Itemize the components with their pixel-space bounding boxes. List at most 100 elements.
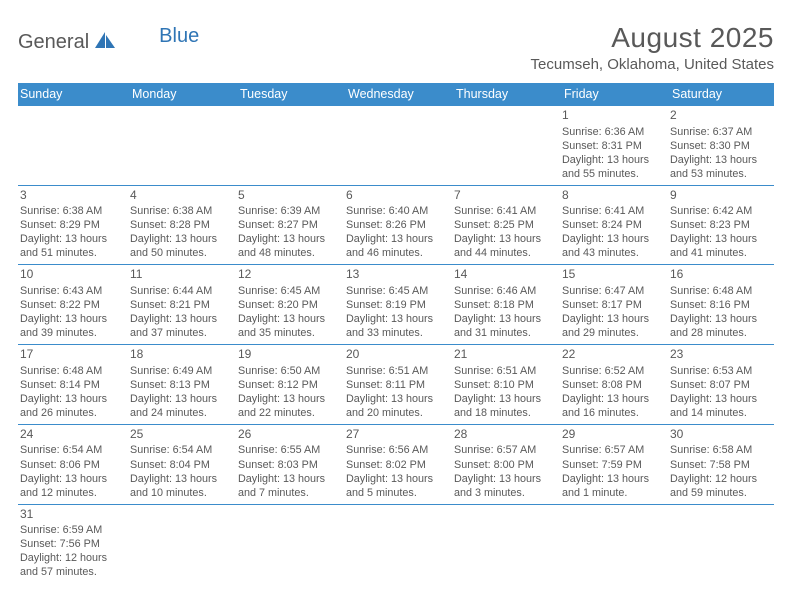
- sunrise-text: Sunrise: 6:46 AM: [454, 284, 554, 298]
- day-number: 1: [562, 108, 662, 124]
- day-number: 20: [346, 347, 446, 363]
- daylight-text: Daylight: 13 hours: [562, 232, 662, 246]
- daylight-text: and 16 minutes.: [562, 406, 662, 420]
- calendar-day-cell: 11Sunrise: 6:44 AMSunset: 8:21 PMDayligh…: [126, 265, 234, 345]
- calendar-day-cell: [666, 504, 774, 583]
- sunrise-text: Sunrise: 6:52 AM: [562, 364, 662, 378]
- sunrise-text: Sunrise: 6:57 AM: [562, 443, 662, 457]
- sunrise-text: Sunrise: 6:55 AM: [238, 443, 338, 457]
- day-number: 19: [238, 347, 338, 363]
- sunrise-text: Sunrise: 6:54 AM: [20, 443, 122, 457]
- sunrise-text: Sunrise: 6:53 AM: [670, 364, 770, 378]
- calendar-day-cell: 15Sunrise: 6:47 AMSunset: 8:17 PMDayligh…: [558, 265, 666, 345]
- daylight-text: and 28 minutes.: [670, 326, 770, 340]
- calendar-day-cell: 12Sunrise: 6:45 AMSunset: 8:20 PMDayligh…: [234, 265, 342, 345]
- day-number: 12: [238, 267, 338, 283]
- sunrise-text: Sunrise: 6:41 AM: [562, 204, 662, 218]
- day-header: Sunday: [18, 83, 126, 106]
- calendar-day-cell: 14Sunrise: 6:46 AMSunset: 8:18 PMDayligh…: [450, 265, 558, 345]
- sunset-text: Sunset: 8:18 PM: [454, 298, 554, 312]
- daylight-text: Daylight: 13 hours: [346, 472, 446, 486]
- sunrise-text: Sunrise: 6:48 AM: [20, 364, 122, 378]
- sunrise-text: Sunrise: 6:49 AM: [130, 364, 230, 378]
- sunset-text: Sunset: 8:23 PM: [670, 218, 770, 232]
- daylight-text: Daylight: 13 hours: [670, 392, 770, 406]
- daylight-text: Daylight: 13 hours: [20, 392, 122, 406]
- daylight-text: and 41 minutes.: [670, 246, 770, 260]
- day-number: 22: [562, 347, 662, 363]
- daylight-text: and 46 minutes.: [346, 246, 446, 260]
- calendar-day-cell: 28Sunrise: 6:57 AMSunset: 8:00 PMDayligh…: [450, 424, 558, 504]
- day-number: 14: [454, 267, 554, 283]
- sunrise-text: Sunrise: 6:56 AM: [346, 443, 446, 457]
- daylight-text: Daylight: 13 hours: [130, 392, 230, 406]
- daylight-text: Daylight: 13 hours: [238, 232, 338, 246]
- daylight-text: Daylight: 13 hours: [20, 312, 122, 326]
- day-number: 4: [130, 188, 230, 204]
- sunrise-text: Sunrise: 6:43 AM: [20, 284, 122, 298]
- day-number: 9: [670, 188, 770, 204]
- sunrise-text: Sunrise: 6:59 AM: [20, 523, 122, 537]
- daylight-text: and 12 minutes.: [20, 486, 122, 500]
- calendar-day-cell: 23Sunrise: 6:53 AMSunset: 8:07 PMDayligh…: [666, 345, 774, 425]
- calendar-day-cell: 19Sunrise: 6:50 AMSunset: 8:12 PMDayligh…: [234, 345, 342, 425]
- daylight-text: Daylight: 13 hours: [562, 392, 662, 406]
- daylight-text: and 5 minutes.: [346, 486, 446, 500]
- daylight-text: and 10 minutes.: [130, 486, 230, 500]
- daylight-text: and 48 minutes.: [238, 246, 338, 260]
- calendar-day-cell: 13Sunrise: 6:45 AMSunset: 8:19 PMDayligh…: [342, 265, 450, 345]
- daylight-text: Daylight: 13 hours: [130, 312, 230, 326]
- daylight-text: Daylight: 13 hours: [562, 153, 662, 167]
- daylight-text: Daylight: 13 hours: [670, 312, 770, 326]
- day-number: 29: [562, 427, 662, 443]
- daylight-text: Daylight: 13 hours: [238, 472, 338, 486]
- sunset-text: Sunset: 8:17 PM: [562, 298, 662, 312]
- daylight-text: and 14 minutes.: [670, 406, 770, 420]
- calendar-week-row: 17Sunrise: 6:48 AMSunset: 8:14 PMDayligh…: [18, 345, 774, 425]
- daylight-text: and 20 minutes.: [346, 406, 446, 420]
- sunrise-text: Sunrise: 6:39 AM: [238, 204, 338, 218]
- day-number: 24: [20, 427, 122, 443]
- calendar-day-cell: 22Sunrise: 6:52 AMSunset: 8:08 PMDayligh…: [558, 345, 666, 425]
- day-header: Tuesday: [234, 83, 342, 106]
- daylight-text: Daylight: 13 hours: [562, 472, 662, 486]
- sunset-text: Sunset: 8:16 PM: [670, 298, 770, 312]
- calendar-day-cell: [558, 504, 666, 583]
- day-header-row: SundayMondayTuesdayWednesdayThursdayFrid…: [18, 83, 774, 106]
- sunrise-text: Sunrise: 6:44 AM: [130, 284, 230, 298]
- calendar-table: SundayMondayTuesdayWednesdayThursdayFrid…: [18, 83, 774, 583]
- calendar-day-cell: 31Sunrise: 6:59 AMSunset: 7:56 PMDayligh…: [18, 504, 126, 583]
- calendar-day-cell: [18, 106, 126, 186]
- sunset-text: Sunset: 8:31 PM: [562, 139, 662, 153]
- sunset-text: Sunset: 8:08 PM: [562, 378, 662, 392]
- sunset-text: Sunset: 8:22 PM: [20, 298, 122, 312]
- day-number: 18: [130, 347, 230, 363]
- sunset-text: Sunset: 8:28 PM: [130, 218, 230, 232]
- sunrise-text: Sunrise: 6:38 AM: [130, 204, 230, 218]
- day-number: 15: [562, 267, 662, 283]
- day-number: 7: [454, 188, 554, 204]
- sunset-text: Sunset: 8:21 PM: [130, 298, 230, 312]
- calendar-day-cell: [342, 504, 450, 583]
- day-number: 30: [670, 427, 770, 443]
- calendar-day-cell: 18Sunrise: 6:49 AMSunset: 8:13 PMDayligh…: [126, 345, 234, 425]
- sunset-text: Sunset: 7:56 PM: [20, 537, 122, 551]
- daylight-text: and 26 minutes.: [20, 406, 122, 420]
- day-header: Friday: [558, 83, 666, 106]
- sunset-text: Sunset: 8:11 PM: [346, 378, 446, 392]
- sunset-text: Sunset: 7:59 PM: [562, 458, 662, 472]
- sunrise-text: Sunrise: 6:45 AM: [346, 284, 446, 298]
- day-number: 17: [20, 347, 122, 363]
- calendar-day-cell: 25Sunrise: 6:54 AMSunset: 8:04 PMDayligh…: [126, 424, 234, 504]
- daylight-text: and 3 minutes.: [454, 486, 554, 500]
- day-header: Wednesday: [342, 83, 450, 106]
- daylight-text: Daylight: 13 hours: [20, 472, 122, 486]
- sunset-text: Sunset: 8:27 PM: [238, 218, 338, 232]
- daylight-text: and 35 minutes.: [238, 326, 338, 340]
- logo-sail-icon: [93, 30, 117, 55]
- logo-text-blue: Blue: [159, 25, 199, 48]
- day-number: 13: [346, 267, 446, 283]
- daylight-text: and 22 minutes.: [238, 406, 338, 420]
- day-number: 23: [670, 347, 770, 363]
- calendar-day-cell: 21Sunrise: 6:51 AMSunset: 8:10 PMDayligh…: [450, 345, 558, 425]
